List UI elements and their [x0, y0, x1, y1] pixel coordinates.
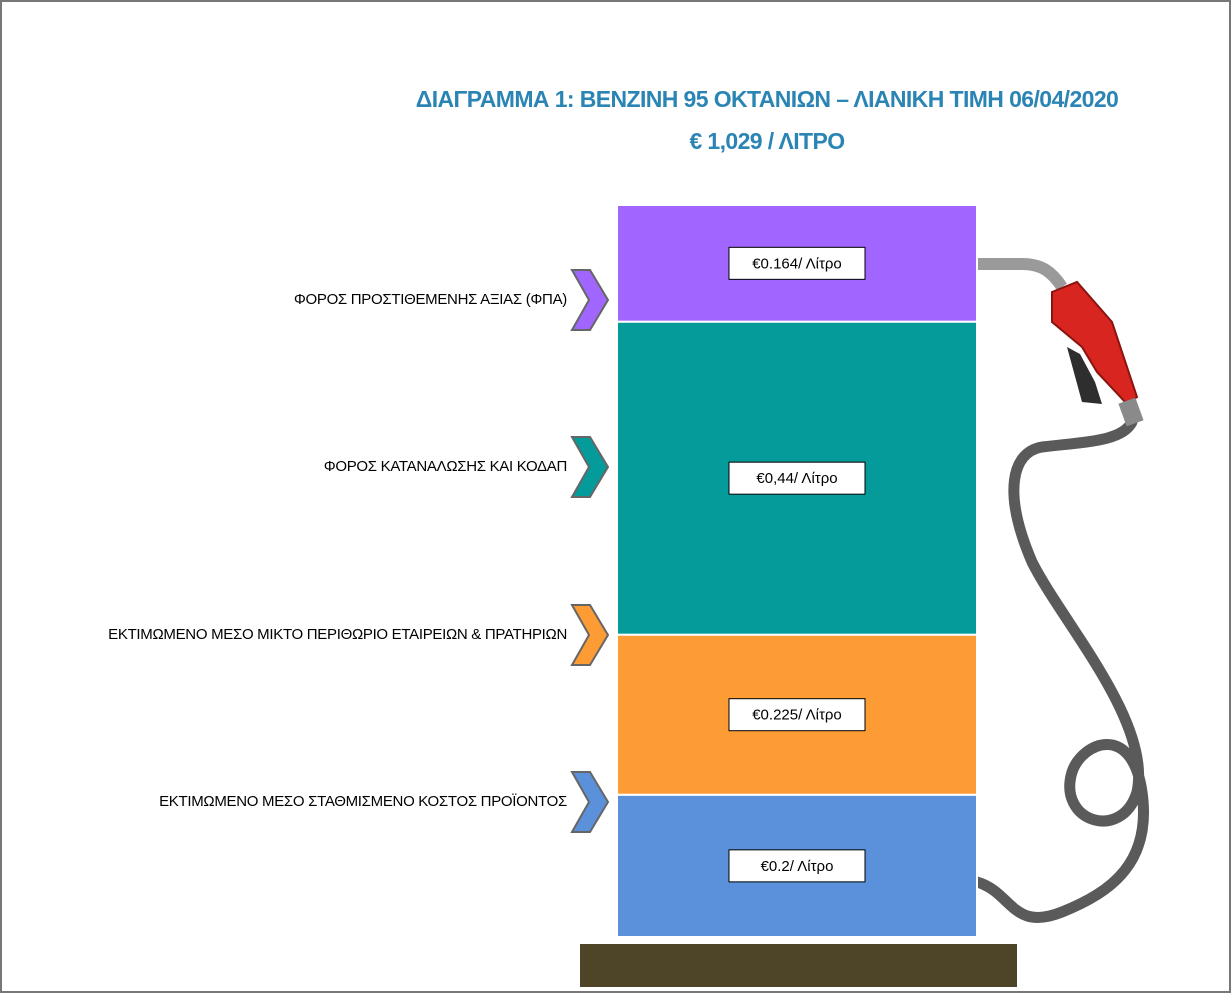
legend-label: ΦΟΡΟΣ ΠΡΟΣΤΙΘΕΜΕΝΗΣ ΑΞΙΑΣ (ΦΠΑ): [22, 284, 567, 316]
value-label: €0.164/ Λίτρο: [752, 255, 842, 272]
value-label: €0.225/ Λίτρο: [752, 707, 842, 724]
infographic: ΔΙΑΓΡΑΜΜΑ 1: ΒΕΝΖΙΝΗ 95 ΟΚΤΑΝΙΩΝ – ΛΙΑΝΙ…: [0, 0, 1231, 993]
legend-arrow: [572, 772, 608, 832]
legend-arrow: [572, 437, 608, 497]
legend-arrow: [572, 605, 608, 665]
legend-label: ΕΚΤΙΜΩΜΕΝΟ ΜΕΣΟ ΜΙΚΤΟ ΠΕΡΙΘΩΡΙΟ ΕΤΑΙΡΕΙΩ…: [22, 619, 567, 651]
legend-label: ΕΚΤΙΜΩΜΕΝΟ ΜΕΣΟ ΣΤΑΘΜΙΣΜΕΝΟ ΚΟΣΤΟΣ ΠΡΟΪΟ…: [22, 786, 567, 818]
pump-base: [580, 944, 1017, 987]
chart: €0.2/ Λίτρο €0.225/ Λίτρο €0,44/ Λίτρο €0.1…: [2, 2, 1229, 991]
value-label: €0.2/ Λίτρο: [761, 858, 834, 875]
hose: [977, 422, 1144, 918]
legend-arrow: [572, 270, 608, 330]
value-label: €0,44/ Λίτρο: [756, 470, 837, 487]
nozzle-tube: [977, 264, 1062, 287]
legend-label: ΦΟΡΟΣ ΚΑΤΑΝΑΛΩΣΗΣ ΚΑΙ ΚΟΔΑΠ: [22, 451, 567, 483]
nozzle-tip: [1118, 398, 1143, 427]
